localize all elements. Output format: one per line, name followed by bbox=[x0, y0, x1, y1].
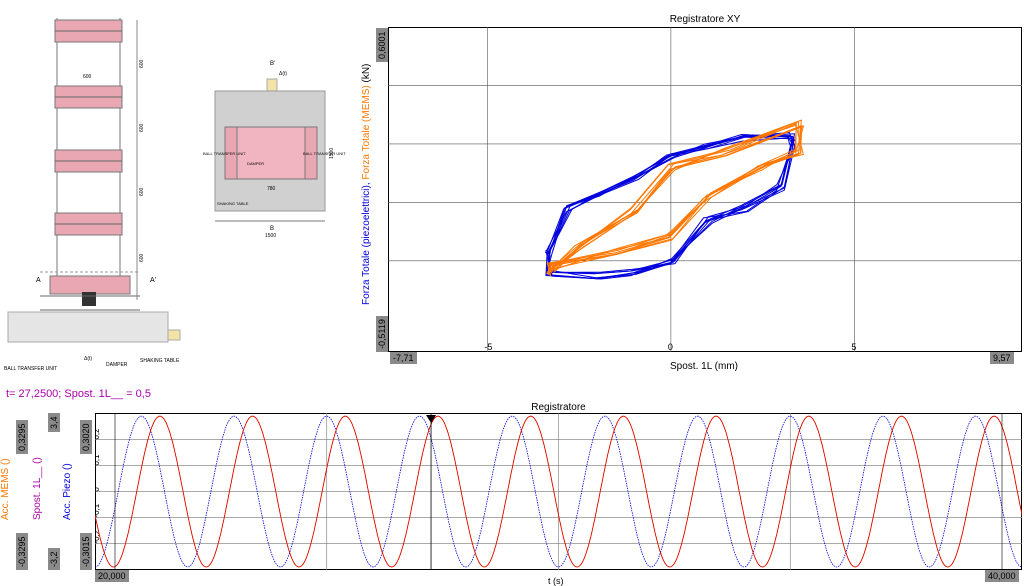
label-shaking-table: SHAKING TABLE bbox=[140, 358, 180, 364]
xy-xlabel: Spost. 1L (mm) bbox=[670, 361, 738, 372]
axis-label-acc-piezo: Acc. Piezo () bbox=[62, 463, 73, 520]
label-damper: DAMPER bbox=[106, 362, 128, 368]
plan-btu-right: BALL TRANSFER UNIT bbox=[303, 151, 346, 156]
xy-xmin-label: -7,71 bbox=[390, 352, 417, 364]
label-b-prime: B' bbox=[270, 61, 275, 67]
plan-dim-height: 1500 bbox=[329, 148, 335, 159]
plan-dim-inner: 780 bbox=[267, 186, 276, 192]
xy-x-tick-label: 5 bbox=[851, 342, 856, 352]
label-a-prime: A' bbox=[150, 277, 156, 284]
xy-y-tick-label: -0,2 bbox=[388, 245, 389, 261]
time-y-tick-label: 0 bbox=[95, 487, 101, 492]
xy-ylabel-mems: Forza Totale (MEMS) bbox=[361, 85, 372, 180]
time-cursor-marker bbox=[426, 415, 437, 423]
xy-x-tick-label: 0 bbox=[668, 342, 673, 352]
dim-600-c: 600 bbox=[139, 187, 145, 196]
xy-ymin-label: -0,5119 bbox=[376, 316, 388, 352]
floor-masses bbox=[54, 19, 123, 236]
structure-elevation-drawing: 600 600 600 600 600 A A' BALL TRANSFER U… bbox=[4, 18, 181, 372]
plan-damper: DAMPER bbox=[247, 161, 264, 166]
plan-delta: Δ(t) bbox=[279, 71, 287, 77]
time-y-tick-label: 0,1 bbox=[95, 454, 101, 466]
axis-label-spost: Spost. 1L__ () bbox=[32, 457, 43, 520]
plan-btu-left: BALL TRANSFER UNIT bbox=[203, 151, 246, 156]
dim-600-a: 600 bbox=[139, 59, 145, 68]
label-a: A bbox=[36, 277, 41, 284]
xy-ymax-label: 0,6001 bbox=[376, 28, 388, 62]
plan-view-drawing: B' Δ(t) B 1500 1500 780 DAMPER BALL TRAN… bbox=[203, 61, 346, 239]
dim-600-d: 600 bbox=[139, 253, 145, 262]
time-chart-title: Registratore bbox=[531, 402, 586, 413]
xy-x-tick-label: -5 bbox=[484, 342, 492, 352]
time-series-spost-1l bbox=[95, 415, 1022, 568]
label-b: B bbox=[270, 226, 274, 232]
time-y-tick-label: -0,2 bbox=[95, 529, 101, 543]
xy-loop-cycle bbox=[545, 133, 795, 279]
xy-xmax-label: 9,57 bbox=[990, 352, 1014, 364]
time-y-tick-label: -0,1 bbox=[95, 503, 101, 517]
spost-range-max: 3,4 bbox=[48, 413, 60, 432]
spost-range-min: -3,2 bbox=[48, 548, 60, 570]
plan-table: SHAKING TABLE bbox=[217, 201, 249, 206]
axis-label-acc-mems: Acc. MEMS () bbox=[0, 458, 11, 520]
xy-chart-title: Registratore XY bbox=[669, 14, 741, 25]
cursor-status: t= 27,2500; Spost. 1L__ = 0,5 bbox=[6, 388, 151, 400]
mems-range-min: -0,3295 bbox=[16, 533, 28, 570]
piezo-range-max: 0,3020 bbox=[80, 420, 92, 454]
xy-series-mems bbox=[546, 119, 805, 277]
plan-dim-width: 1500 bbox=[265, 233, 276, 239]
dim-600-b: 600 bbox=[139, 123, 145, 132]
xy-chart: -5 0 5 -0,2 0 0,2 0,4 bbox=[388, 27, 1022, 352]
xy-ylabel: Forza Totale (piezoelettrici), Forza Tot… bbox=[361, 64, 372, 305]
xy-y-tick-label: 0 bbox=[388, 197, 389, 202]
xy-loop-cycle bbox=[546, 120, 800, 277]
mems-range-max: 0,3295 bbox=[16, 420, 28, 454]
label-delta: Δ(t) bbox=[84, 356, 92, 362]
xy-loop-cycle bbox=[547, 137, 791, 280]
xy-loop-cycle bbox=[545, 131, 794, 280]
piezo-range-min: -0,3015 bbox=[80, 533, 92, 570]
xy-plot-frame bbox=[388, 27, 1022, 352]
xy-y-tick-label: 0,2 bbox=[388, 131, 389, 144]
time-chart: 253035-0,2-0,100,10,2 bbox=[95, 413, 1022, 570]
dim-600-width: 600 bbox=[83, 74, 92, 80]
time-xmax-label: 40,000 bbox=[985, 570, 1019, 582]
xy-ylabel-piezo: Forza Totale (piezoelettrici), bbox=[361, 179, 372, 305]
time-xmin-label: 20,000 bbox=[95, 570, 129, 582]
label-ball-transfer: BALL TRANSFER UNIT bbox=[4, 366, 57, 372]
xy-loop-cycle bbox=[547, 126, 802, 276]
time-xlabel: t (s) bbox=[548, 576, 564, 586]
time-y-tick-label: 0,2 bbox=[95, 428, 101, 440]
xy-ylabel-unit: (kN) bbox=[361, 63, 372, 86]
xy-y-tick-label: 0,4 bbox=[388, 73, 389, 86]
xy-loop-cycle bbox=[546, 121, 797, 273]
